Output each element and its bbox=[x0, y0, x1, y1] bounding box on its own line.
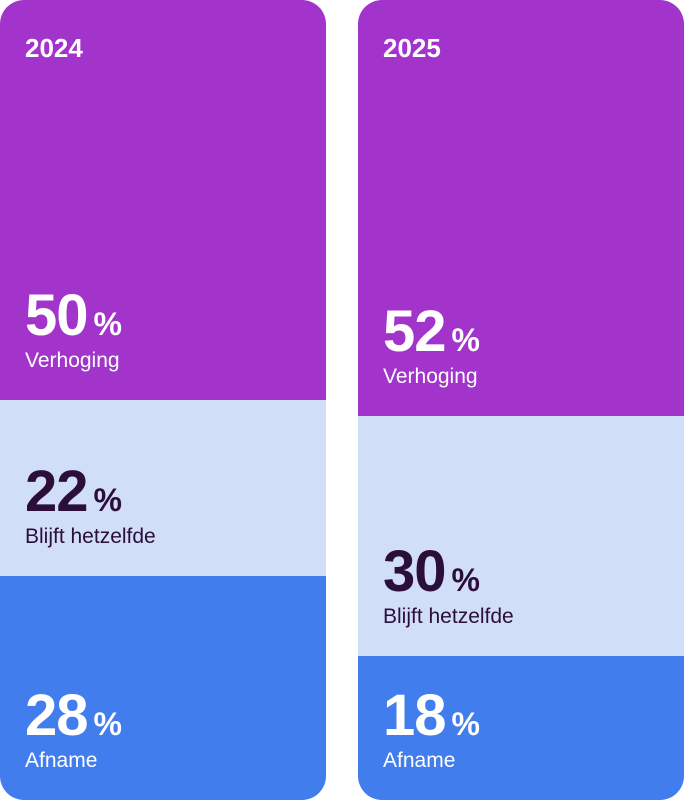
series-label: Blijft hetzelfde bbox=[25, 525, 156, 548]
column-2024: 50% Verhoging 22% Blijft hetzelfde 28% Afname… bbox=[0, 0, 326, 800]
bar-segment-blijft-hetzelfde: 30% Blijft hetzelfde bbox=[358, 416, 684, 656]
value-number: 30 bbox=[383, 539, 447, 604]
bar-segment-verhoging: 52% Verhoging bbox=[358, 0, 684, 416]
bar-segment-blijft-hetzelfde: 22% Blijft hetzelfde bbox=[0, 400, 326, 576]
data-label: 22% Blijft hetzelfde bbox=[25, 463, 156, 549]
bar-segment-afname: 28% Afname bbox=[0, 576, 326, 800]
column-2025: 52% Verhoging 30% Blijft hetzelfde 18% Afname… bbox=[358, 0, 684, 800]
data-label: 30% Blijft hetzelfde bbox=[383, 543, 514, 629]
percent-sign: % bbox=[93, 306, 122, 342]
value-number: 50 bbox=[25, 283, 89, 348]
data-label: 18% Afname bbox=[383, 687, 480, 773]
series-label: Verhoging bbox=[25, 349, 120, 372]
series-label: Blijft hetzelfde bbox=[383, 605, 514, 628]
year-label: 2025 bbox=[383, 33, 441, 63]
percent-sign: % bbox=[93, 482, 122, 518]
value-number: 18 bbox=[383, 683, 447, 748]
value-number: 52 bbox=[383, 299, 447, 364]
data-label: 28% Afname bbox=[25, 687, 122, 773]
data-label: 52% Verhoging bbox=[383, 303, 480, 389]
value-number: 28 bbox=[25, 683, 89, 748]
percent-sign: % bbox=[451, 322, 480, 358]
year-label: 2024 bbox=[25, 33, 83, 63]
percent-sign: % bbox=[93, 706, 122, 742]
percent-sign: % bbox=[451, 562, 480, 598]
data-label: 50% Verhoging bbox=[25, 287, 122, 373]
bar-segment-afname: 18% Afname bbox=[358, 656, 684, 800]
value-number: 22 bbox=[25, 459, 89, 524]
bar-segment-verhoging: 50% Verhoging bbox=[0, 0, 326, 400]
percent-sign: % bbox=[451, 706, 480, 742]
series-label: Verhoging bbox=[383, 365, 478, 388]
series-label: Afname bbox=[383, 749, 456, 772]
series-label: Afname bbox=[25, 749, 98, 772]
